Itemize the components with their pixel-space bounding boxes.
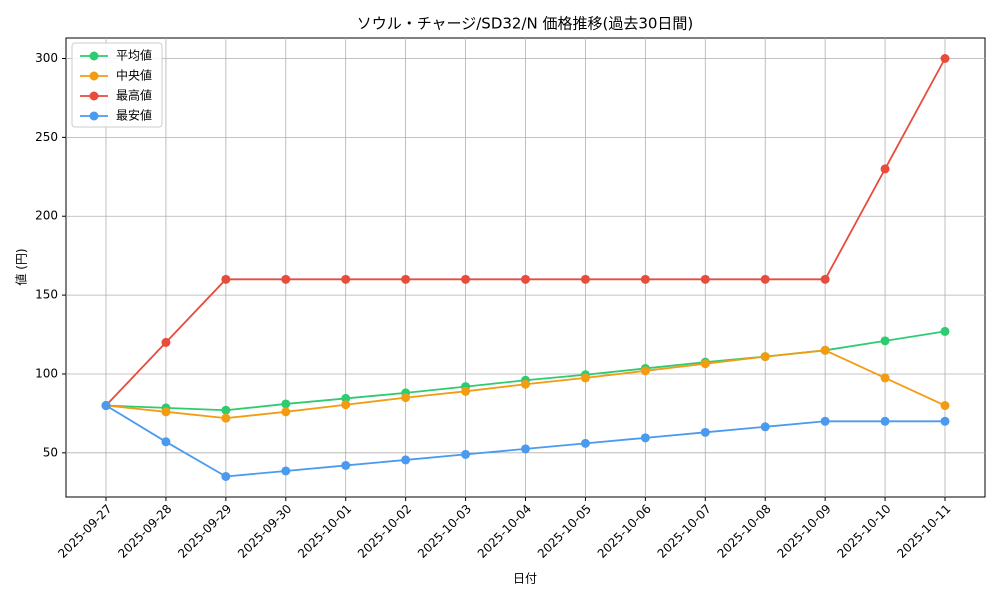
- point: [820, 416, 830, 426]
- x-tick-label: 2025-10-01: [295, 502, 354, 561]
- x-tick-label: 2025-09-27: [55, 502, 114, 561]
- legend-label: 平均値: [116, 48, 152, 63]
- x-tick-label: 2025-10-10: [834, 502, 893, 561]
- point: [221, 413, 231, 423]
- point: [940, 416, 950, 426]
- point: [880, 373, 890, 383]
- x-tick-label: 2025-10-06: [595, 502, 654, 561]
- x-axis-label: 日付: [513, 572, 537, 586]
- point: [880, 164, 890, 174]
- x-tick-label: 2025-10-02: [355, 502, 414, 561]
- x-tick-label: 2025-10-03: [415, 502, 474, 561]
- point: [760, 352, 770, 362]
- x-tick-label: 2025-09-29: [175, 502, 234, 561]
- point: [521, 444, 530, 454]
- point: [281, 274, 291, 284]
- x-tick-label: 2025-09-28: [115, 502, 174, 561]
- point: [281, 466, 291, 476]
- point: [341, 274, 351, 284]
- legend-label: 最高値: [116, 88, 152, 103]
- point: [760, 274, 770, 284]
- legend-label: 最安値: [116, 108, 152, 123]
- legend-marker: [89, 91, 99, 101]
- y-tick-label: 200: [35, 209, 58, 223]
- point: [221, 274, 231, 284]
- point: [341, 400, 351, 410]
- point: [700, 274, 710, 284]
- point: [760, 422, 770, 432]
- x-tick-label: 2025-10-08: [715, 502, 774, 561]
- point: [521, 379, 530, 389]
- y-tick-label: 250: [35, 130, 58, 144]
- point: [580, 274, 590, 284]
- legend-label: 中央値: [116, 68, 152, 83]
- legend-marker: [89, 51, 99, 61]
- point: [401, 455, 411, 465]
- y-axis-label: 値 (円): [14, 248, 29, 285]
- point: [820, 274, 830, 284]
- point: [880, 416, 890, 426]
- x-tick-label: 2025-10-09: [775, 502, 834, 561]
- x-tick-label: 2025-09-30: [235, 502, 294, 561]
- point: [521, 274, 530, 284]
- point: [880, 336, 890, 346]
- point: [101, 401, 111, 411]
- point: [580, 438, 590, 448]
- point: [401, 393, 411, 403]
- chart-title: ソウル・チャージ/SD32/N 価格推移(過去30日間): [357, 15, 694, 33]
- point: [700, 359, 710, 369]
- point: [341, 393, 351, 403]
- point: [820, 345, 830, 355]
- point: [401, 274, 411, 284]
- x-tick-label: 2025-10-04: [475, 502, 534, 561]
- point: [281, 399, 291, 409]
- point: [700, 427, 710, 437]
- point: [161, 337, 171, 347]
- point: [640, 274, 650, 284]
- point: [341, 460, 351, 470]
- point: [580, 373, 590, 383]
- point: [461, 449, 471, 459]
- legend-marker: [89, 111, 99, 121]
- x-tick-label: 2025-10-07: [655, 502, 714, 561]
- point: [281, 407, 291, 417]
- legend-box: [71, 42, 163, 128]
- legend-marker: [89, 71, 99, 81]
- x-tick-label: 2025-10-05: [535, 502, 594, 561]
- point: [940, 54, 950, 64]
- y-tick-label: 150: [35, 288, 58, 302]
- point: [640, 433, 650, 443]
- point: [221, 471, 231, 481]
- point: [161, 437, 171, 447]
- y-tick-label: 300: [35, 51, 58, 65]
- x-tick-label: 2025-10-11: [894, 502, 953, 561]
- point: [221, 405, 231, 415]
- point: [461, 386, 471, 396]
- point: [940, 401, 950, 411]
- y-tick-label: 100: [35, 366, 58, 380]
- point: [940, 326, 950, 336]
- point: [461, 274, 471, 284]
- point: [640, 366, 650, 376]
- y-tick-label: 50: [43, 445, 58, 459]
- point: [161, 407, 171, 417]
